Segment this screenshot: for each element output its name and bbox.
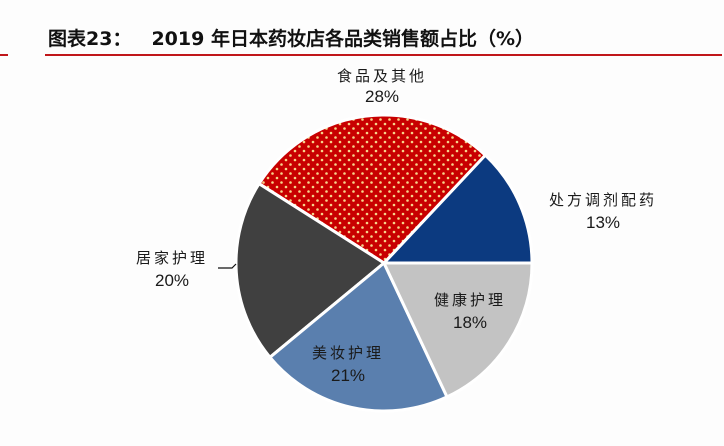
category-label: 健康护理 — [433, 291, 506, 309]
percent-label: 21% — [330, 366, 366, 386]
category-label: 处方调剂配药 — [548, 191, 657, 209]
pie-slice — [382, 153, 534, 265]
leader-line — [218, 263, 237, 269]
percent-label: 28% — [364, 87, 400, 107]
pie-slices — [234, 113, 534, 413]
pie-slice — [257, 113, 487, 265]
title-rule — [45, 54, 722, 56]
figure-label: 图表23： — [48, 27, 132, 50]
title-text: 2019 年日本药妆店各品类销售额占比（%） — [151, 27, 534, 50]
percent-label: 18% — [452, 313, 488, 333]
label-food-other: 食品及其他 28% — [312, 67, 452, 107]
pie-slice — [268, 261, 449, 413]
chart-title: 图表23： 2019 年日本药妆店各品类销售额占比（%） — [48, 24, 534, 50]
label-beauty-care: 美妆护理 21% — [298, 344, 398, 386]
category-label: 美妆护理 — [311, 344, 384, 362]
pie-slice — [382, 261, 534, 399]
category-label: 居家护理 — [135, 249, 208, 267]
category-label: 食品及其他 — [336, 67, 427, 85]
label-home-care: 居家护理 20% — [122, 249, 222, 291]
percent-label: 20% — [154, 271, 190, 291]
label-health-care: 健康护理 18% — [420, 291, 520, 333]
label-prescription: 处方调剂配药 13% — [538, 191, 668, 233]
title-rule-left — [0, 54, 8, 56]
pie-slice — [234, 182, 386, 359]
percent-label: 13% — [585, 213, 621, 233]
